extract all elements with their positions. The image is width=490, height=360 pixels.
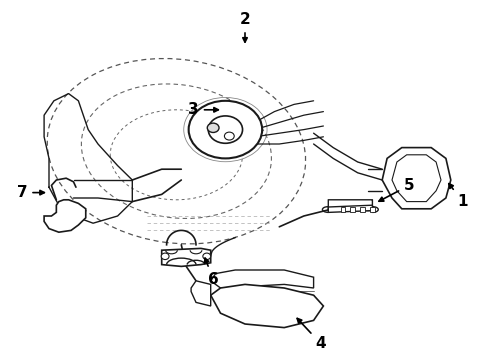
- Text: 4: 4: [297, 318, 326, 351]
- Text: 6: 6: [204, 258, 219, 287]
- Polygon shape: [382, 148, 451, 209]
- Ellipse shape: [161, 253, 169, 260]
- Polygon shape: [211, 284, 323, 328]
- Text: 3: 3: [188, 102, 219, 117]
- Text: 7: 7: [17, 185, 45, 200]
- Text: 1: 1: [449, 184, 468, 209]
- Polygon shape: [341, 207, 345, 212]
- Polygon shape: [191, 281, 211, 306]
- Polygon shape: [328, 205, 372, 212]
- Ellipse shape: [203, 253, 211, 260]
- Ellipse shape: [224, 132, 234, 140]
- Text: 2: 2: [240, 12, 250, 42]
- Polygon shape: [211, 270, 314, 288]
- Polygon shape: [392, 155, 441, 202]
- Polygon shape: [162, 248, 211, 266]
- Polygon shape: [370, 207, 375, 212]
- Ellipse shape: [189, 101, 262, 158]
- Polygon shape: [44, 200, 86, 232]
- Polygon shape: [350, 207, 355, 212]
- Ellipse shape: [207, 123, 219, 132]
- Polygon shape: [360, 207, 365, 212]
- FancyBboxPatch shape: [328, 200, 372, 211]
- Text: 5: 5: [379, 178, 415, 201]
- Ellipse shape: [208, 116, 243, 143]
